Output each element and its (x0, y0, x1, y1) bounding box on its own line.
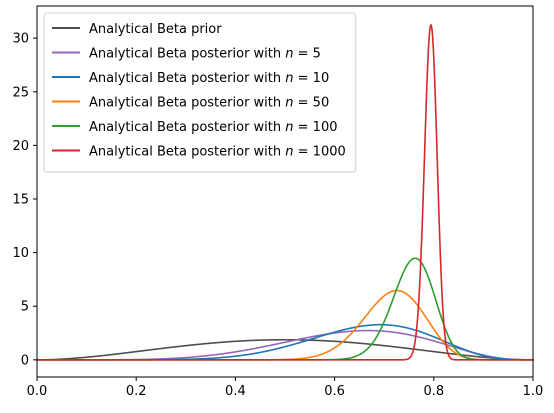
legend-label-text: Analytical Beta prior (89, 22, 222, 37)
x-tick-label: 0.2 (126, 384, 147, 399)
y-tick-label: 15 (12, 193, 29, 208)
legend: Analytical Beta prior Analytical Beta pos… (43, 12, 357, 173)
legend-n-symbol: n (285, 120, 293, 135)
y-tick-label: 30 (12, 32, 29, 47)
legend-label-2: Analytical Beta posterior with n = 10 (89, 71, 329, 86)
legend-label-text: Analytical Beta posterior with (89, 120, 285, 135)
legend-n-symbol: n (285, 71, 293, 86)
legend-n-symbol: n (285, 47, 293, 62)
legend-n-value: = 100 (294, 120, 338, 135)
y-tick-label: 10 (12, 246, 29, 261)
legend-label-text: Analytical Beta posterior with (89, 71, 285, 86)
legend-frame (43, 12, 357, 173)
legend-label-0: Analytical Beta prior (89, 22, 222, 37)
x-tick-label: 0.0 (27, 384, 48, 399)
x-tick-label: 0.4 (225, 384, 246, 399)
legend-label-text: Analytical Beta posterior with (89, 47, 285, 62)
y-tick-label: 5 (21, 300, 29, 315)
x-tick-label: 0.8 (423, 384, 444, 399)
x-tick-label: 0.6 (324, 384, 345, 399)
legend-label-1: Analytical Beta posterior with n = 5 (89, 47, 321, 62)
legend-label-5: Analytical Beta posterior with n = 1000 (89, 145, 346, 160)
legend-n-value: = 1000 (294, 145, 346, 160)
legend-n-value: = 10 (294, 71, 330, 86)
legend-label-text: Analytical Beta posterior with (89, 96, 285, 111)
y-tick-label: 25 (12, 85, 29, 100)
legend-label-text: Analytical Beta posterior with (89, 145, 285, 160)
legend-n-symbol: n (285, 96, 293, 111)
x-axis: 0.0 0.2 0.4 0.6 0.8 1.0 (27, 377, 544, 399)
y-tick-label: 20 (12, 139, 29, 154)
plot-frame (36, 5, 534, 378)
legend-n-value: = 50 (294, 96, 330, 111)
x-tick-label: 1.0 (523, 384, 544, 399)
series-line-0 (36, 338, 534, 361)
y-tick-label: 0 (21, 353, 29, 368)
legend-n-value: = 5 (294, 47, 321, 62)
curves-layer (36, 24, 534, 361)
legend-label-4: Analytical Beta posterior with n = 100 (89, 120, 338, 135)
legend-n-symbol: n (285, 145, 293, 160)
legend-label-3: Analytical Beta posterior with n = 50 (89, 96, 329, 111)
series-line-5 (36, 24, 534, 361)
y-axis: 0 5 10 15 20 25 30 (12, 32, 37, 368)
